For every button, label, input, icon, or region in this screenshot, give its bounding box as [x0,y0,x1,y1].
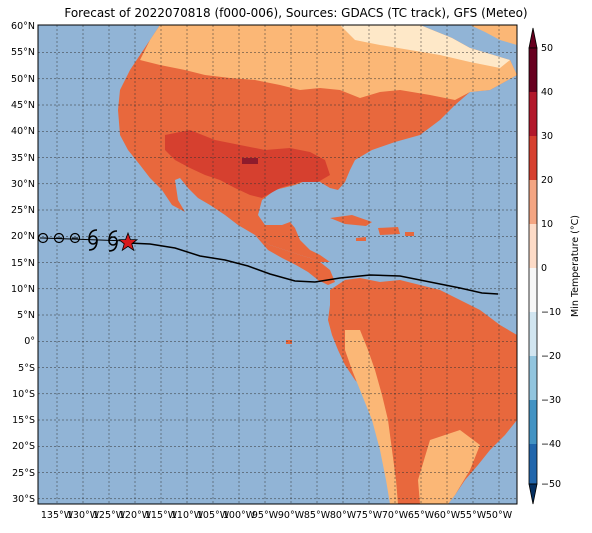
lat-label: 25°N [11,205,35,216]
colorbar-max-arrow [528,27,538,49]
far-north-band [340,25,510,68]
lat-label: 5°S [18,363,35,374]
lat-label: 20°N [11,231,35,242]
greenland-land [470,25,517,45]
lon-label: 60°W [434,510,461,521]
tropical-storm-icon [88,229,98,251]
colorbar: 50 40 30 20 10 0 −10 −20 −30 −40 −50 Min… [528,27,581,505]
lat-label: 15°S [12,415,35,426]
lat-label: 45°N [11,100,35,111]
lat-label: 10°N [11,284,35,295]
track-circle-icon [69,232,81,244]
lon-label: 90°W [278,510,305,521]
colorbar-tick: 50 [541,43,553,54]
jamaica-island [356,237,366,241]
colorbar-label: Min Temperature (°C) [570,215,581,317]
lat-label: 20°S [12,441,35,452]
colorbar-segment [529,268,537,312]
longitude-labels: 135°W 130°W 125°W 120°W 115°W 110°W 105°… [41,510,513,521]
central-america-land [255,235,335,285]
lon-label: 110°W [171,510,204,521]
lon-label: 125°W [93,510,126,521]
storm-position-star-icon [117,231,139,252]
hot-spot [242,158,258,164]
colorbar-segment [529,312,537,356]
colorbar-tick: −10 [541,307,561,318]
lat-label: 35°N [11,153,35,164]
lon-label: 105°W [197,510,230,521]
colorbar-segment [529,444,537,484]
lon-label: 130°W [67,510,100,521]
forecast-track-line [127,242,499,295]
lon-label: 115°W [145,510,178,521]
lon-label: 95°W [252,510,279,521]
colorbar-tick: 0 [541,263,547,274]
southern-cool-region [418,430,480,504]
cuba-island [330,215,372,226]
colorbar-segment [529,224,537,268]
lon-label: 80°W [330,510,357,521]
lat-label: 30°S [12,494,35,505]
lat-label: 0° [24,336,35,347]
land-layer [118,25,517,504]
lon-label: 85°W [304,510,331,521]
colorbar-segment [529,92,537,136]
colorbar-segment [529,48,537,92]
colorbar-tick: 40 [541,87,553,98]
lat-label: 30°N [11,179,35,190]
lat-label: 60°N [11,21,35,32]
colorbar-tick: 10 [541,219,553,230]
puerto-rico-island [405,232,414,236]
colorbar-segment [529,356,537,400]
colorbar-tick: 20 [541,175,553,186]
track-symbols [37,229,139,252]
lat-label: 10°S [12,389,35,400]
andes-cool-strip [345,330,398,504]
tropical-storm-icon [108,230,118,252]
galapagos-island [286,340,292,344]
track-circle-icon [53,232,65,244]
lat-label: 50°N [11,74,35,85]
lat-label: 25°S [12,468,35,479]
lon-label: 70°W [382,510,409,521]
lat-label: 55°N [11,47,35,58]
latitude-labels: 60°N 55°N 50°N 45°N 40°N 35°N 30°N 25°N … [11,21,35,505]
lat-label: 40°N [11,126,35,137]
map-title: Forecast of 2022070818 (f000-006), Sourc… [64,6,528,20]
lon-label: 120°W [119,510,152,521]
lon-label: 50°W [486,510,513,521]
colorbar-min-arrow [528,483,538,505]
colorbar-tick: 30 [541,131,553,142]
lon-label: 135°W [41,510,74,521]
colorbar-tick: −40 [541,439,561,450]
hispaniola-island [378,227,400,235]
lon-label: 55°W [460,510,487,521]
lon-label: 100°W [223,510,256,521]
map-frame [37,24,518,505]
lat-label: 15°N [11,258,35,269]
colorbar-tick: −20 [541,351,561,362]
colorbar-segment [529,180,537,224]
lat-label: 5°N [17,310,35,321]
colorbar-tick: −30 [541,395,561,406]
lon-label: 75°W [356,510,383,521]
colorbar-segment [529,400,537,444]
colorbar-tick: −50 [541,479,561,490]
colorbar-segment [529,136,537,180]
lon-label: 65°W [408,510,435,521]
